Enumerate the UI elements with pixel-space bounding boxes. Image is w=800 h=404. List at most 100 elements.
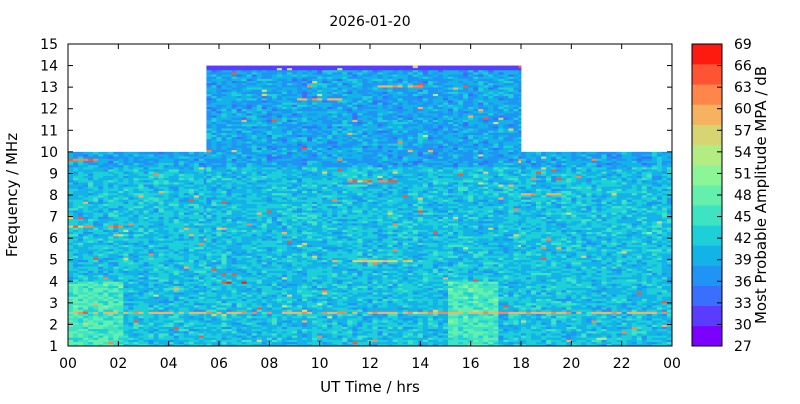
heatmap-cell [221,317,227,321]
heatmap-cell [113,173,119,176]
heatmap-cell [73,343,79,347]
heatmap-cell [168,302,175,306]
heatmap-cell [143,313,149,317]
heatmap-cell [83,173,89,176]
heatmap-cell [271,138,278,142]
heatmap-cell [203,216,207,220]
heatmap-cell [266,87,273,90]
heatmap-cell [78,307,84,310]
heatmap-cell [271,160,278,163]
heatmap-cell [211,270,217,274]
heatmap-cell [148,300,154,304]
heatmap-cell [173,296,180,299]
heatmap-cell [291,322,298,325]
heatmap-cell [133,244,139,248]
heatmap-cell [83,287,89,291]
heatmap-cell [78,186,84,189]
heatmap-cell [68,313,74,317]
heatmap-cell [261,76,268,79]
heatmap-cell [246,235,253,239]
heatmap-cell [226,294,232,297]
heatmap-cell [148,214,154,217]
heatmap-cell [291,227,298,230]
heatmap-cell [158,197,164,200]
heatmap-cell [226,74,232,77]
heatmap-cell [203,251,207,254]
heatmap-cell [133,182,139,185]
heatmap-cell [276,242,283,245]
heatmap-cell [256,320,263,323]
heatmap-cell [178,261,185,265]
heatmap-cell [216,158,222,161]
heatmap-cell [143,270,149,274]
heatmap-cell [266,330,273,334]
heatmap-cell [173,270,180,274]
heatmap-cell [158,330,164,334]
heatmap-cell [286,173,293,176]
heatmap-cell [198,231,205,235]
heatmap-cell [113,158,119,161]
heatmap-cell [88,173,94,176]
heatmap-cell [88,333,94,336]
heatmap-cell [143,257,149,261]
heatmap-cell [188,166,195,170]
heatmap-cell [251,242,258,245]
heatmap-cell [221,177,227,181]
heatmap-cell [118,315,124,319]
heatmap-cell [93,199,99,202]
heatmap-cell [118,197,124,200]
heatmap-cell [226,138,232,142]
heatmap-cell [241,166,248,170]
heatmap-cell [98,192,104,196]
heatmap-cell [113,171,119,174]
heatmap-cell [286,225,293,228]
heatmap-cell [78,296,84,299]
heatmap-cell [198,266,205,269]
heatmap-cell [266,74,273,77]
heatmap-cell [246,113,253,116]
heatmap-cell [103,190,109,194]
heatmap-cell [98,313,104,317]
heatmap-cell [138,294,144,297]
heatmap-cell [133,166,139,170]
heatmap-cell [188,192,195,196]
heatmap-cell [128,251,134,254]
heatmap-cell [68,328,74,332]
heatmap-cell [163,225,170,228]
heatmap-cell [183,177,190,181]
heatmap-cell [206,317,212,321]
heatmap-cell [128,320,134,323]
heatmap-cell [113,317,119,321]
heatmap-cell [198,220,205,224]
heatmap-cell [231,173,237,176]
heatmap-cell [183,220,190,224]
heatmap-cell [256,119,263,123]
heatmap-cell [123,326,129,330]
heatmap-cell [286,330,293,334]
heatmap-cell [168,156,175,159]
heatmap-cell [98,317,104,321]
heatmap-cell [193,227,200,230]
heatmap-cell [286,309,293,312]
heatmap-cell [291,238,298,241]
heatmap-cell [153,261,159,265]
heatmap-cell [206,195,212,198]
heatmap-cell [163,341,170,345]
heatmap-cell [216,102,222,105]
heatmap-cell [246,296,253,299]
heatmap-cell [143,337,149,340]
heatmap-cell [108,207,114,211]
heatmap-cell [168,337,175,340]
heatmap-cell [221,298,227,302]
heatmap-cell [246,207,253,211]
heatmap-cell [236,195,242,198]
heatmap-cell [103,171,109,174]
heatmap-cell [78,203,84,207]
heatmap-cell [113,270,119,274]
heatmap-cell [206,242,212,245]
heatmap-cell [163,203,170,207]
heatmap-cell [108,300,114,304]
heatmap-cell [276,182,283,185]
heatmap-cell [211,195,217,198]
heatmap-cell [188,154,195,157]
